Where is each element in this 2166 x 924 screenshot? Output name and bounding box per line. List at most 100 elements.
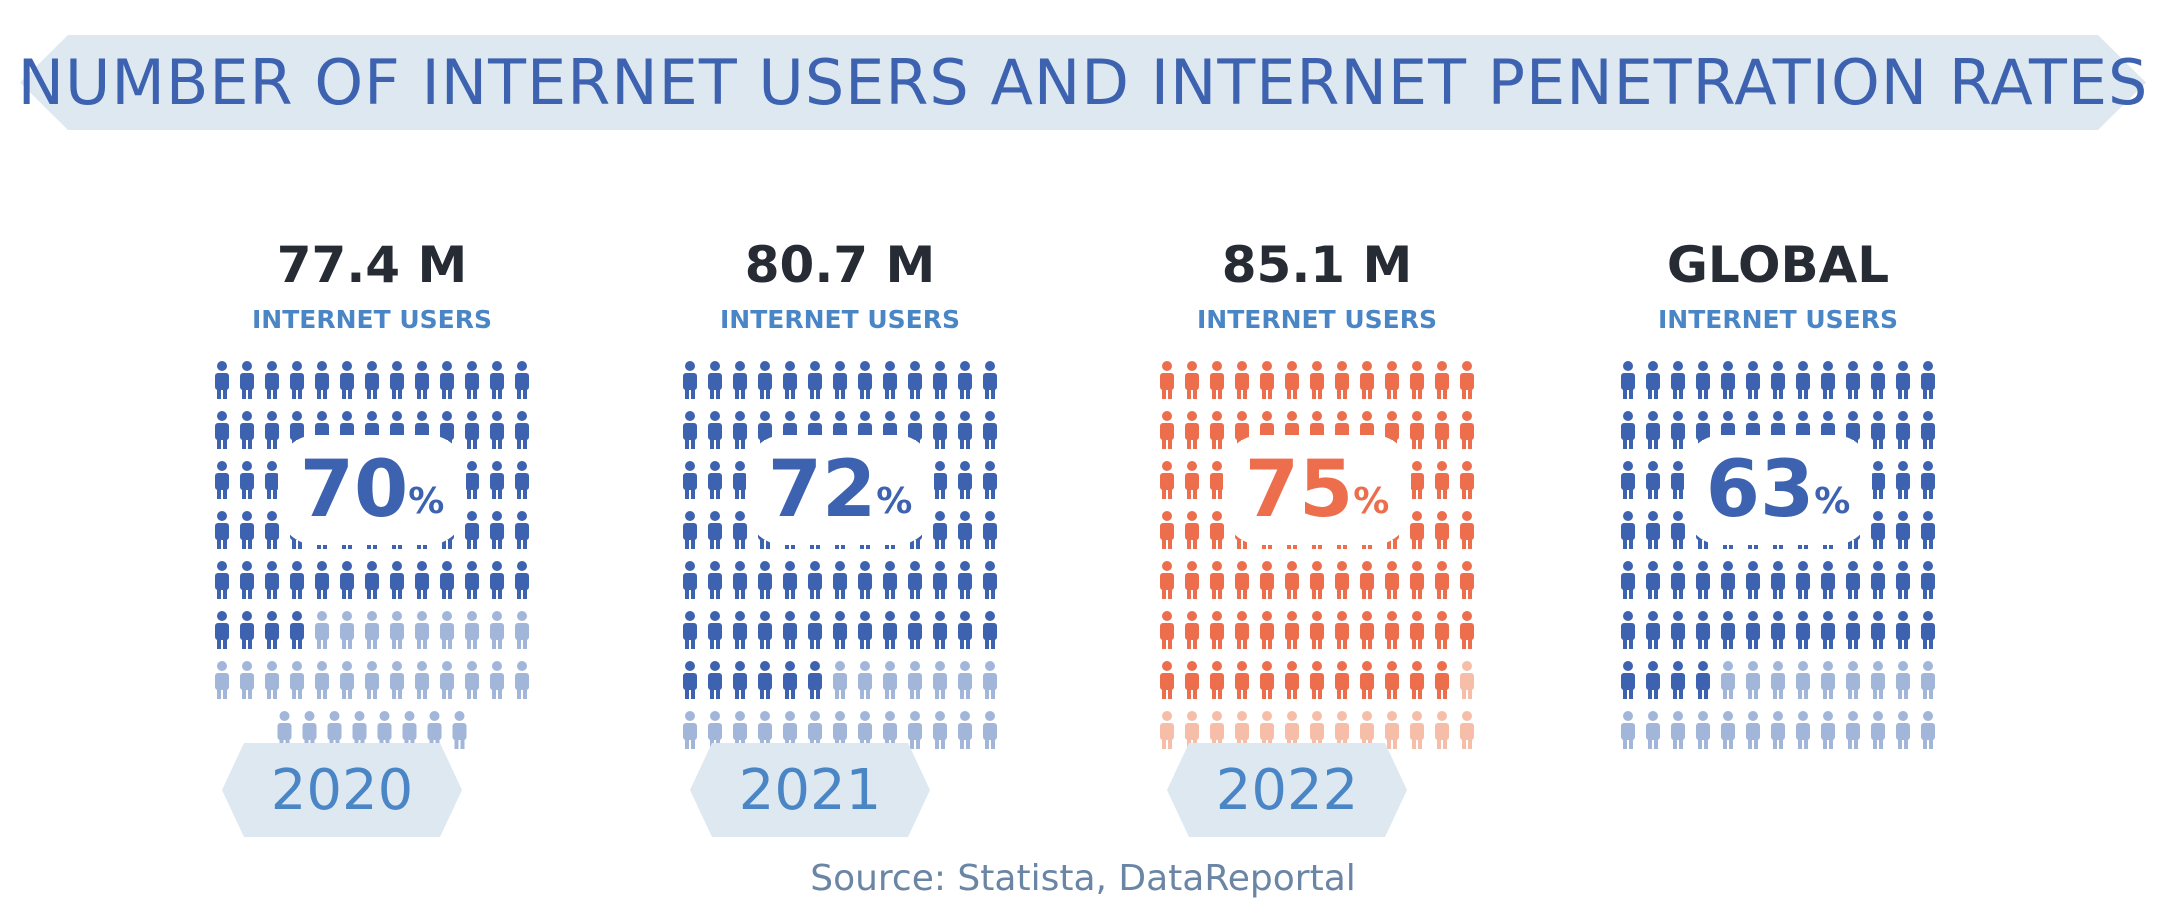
person-icon [1646,411,1660,449]
person-icon [265,361,279,399]
person-icon [440,611,454,649]
people-icons [1160,361,1474,749]
person-icon [440,361,454,399]
person-icon [1210,361,1224,399]
person-icon [1721,561,1735,599]
person-icon [265,611,279,649]
person-icon [452,711,467,749]
person-icon [1646,611,1660,649]
person-icon [683,361,697,399]
person-icon [390,661,404,699]
person-icon [1260,611,1274,649]
person-icon [1285,661,1299,699]
person-icon [883,561,897,599]
person-icon [240,511,254,549]
person-icon [1696,611,1710,649]
people-grid: 70 % [192,355,552,755]
person-icon [1896,711,1910,749]
person-icon [1235,561,1249,599]
person-icon [1671,711,1685,749]
person-icon [215,511,229,549]
person-icon [1160,461,1174,499]
person-icon [390,561,404,599]
person-icon [265,661,279,699]
person-icon [290,661,304,699]
person-icon [808,611,822,649]
person-icon [1235,611,1249,649]
penetration-badge: 75 % [1223,435,1411,545]
person-icon [1871,711,1885,749]
person-icon [390,611,404,649]
person-icon [1160,661,1174,699]
person-icon [983,461,997,499]
person-icon [1160,361,1174,399]
people-grid: 63 % [1598,355,1958,755]
person-icon [1385,711,1399,749]
person-icon [365,561,379,599]
person-icon [515,411,529,449]
person-icon [733,561,747,599]
person-icon [1160,711,1174,749]
person-icon [958,661,972,699]
person-icon [933,411,947,449]
person-icon [515,461,529,499]
banner-shape [20,35,2146,130]
person-icon [908,361,922,399]
person-icon [1846,611,1860,649]
year-label: 2020 [270,757,414,823]
person-icon [983,361,997,399]
person-icon [1796,611,1810,649]
person-icon [240,361,254,399]
person-icon [1160,511,1174,549]
person-icon [1235,361,1249,399]
people-icons [1621,361,1935,749]
person-icon [1746,661,1760,699]
users-label: INTERNET USERS [251,305,492,334]
person-icon [1435,661,1449,699]
person-icon [1310,611,1324,649]
person-icon [1696,711,1710,749]
penetration-value: 72 [767,445,877,535]
person-icon [440,561,454,599]
person-icon [240,661,254,699]
person-icon [1746,361,1760,399]
people-icons [215,361,529,749]
person-icon [1721,711,1735,749]
person-icon [858,561,872,599]
column-2021: 80.7 M INTERNET USERS 72 % 2021 [660,225,1020,837]
person-icon [1385,611,1399,649]
person-icon [958,511,972,549]
person-icon [340,561,354,599]
person-icon [1621,511,1635,549]
person-icon [1846,561,1860,599]
person-icon [958,611,972,649]
person-icon [515,661,529,699]
person-icon [1821,611,1835,649]
person-icon [983,711,997,749]
person-icon [1185,611,1199,649]
person-icon [1796,711,1810,749]
year-label: 2021 [738,757,882,823]
person-icon [365,611,379,649]
person-icon [1771,661,1785,699]
person-icon [440,661,454,699]
person-icon [1771,711,1785,749]
percent-sign: % [1814,480,1851,522]
person-icon [1646,561,1660,599]
year-tag-shape [690,743,930,837]
person-icon [1921,611,1935,649]
person-icon [933,461,947,499]
page-title: NUMBER OF INTERNET USERS AND INTERNET PE… [17,46,2149,119]
person-icon [1646,511,1660,549]
person-icon [215,361,229,399]
person-icon [1435,411,1449,449]
users-label: INTERNET USERS [1196,305,1437,334]
person-icon [1460,411,1474,449]
person-icon [465,361,479,399]
person-icon [1260,661,1274,699]
person-icon [1671,411,1685,449]
person-icon [1210,661,1224,699]
person-icon [933,611,947,649]
person-icon [1921,711,1935,749]
person-icon [1721,361,1735,399]
